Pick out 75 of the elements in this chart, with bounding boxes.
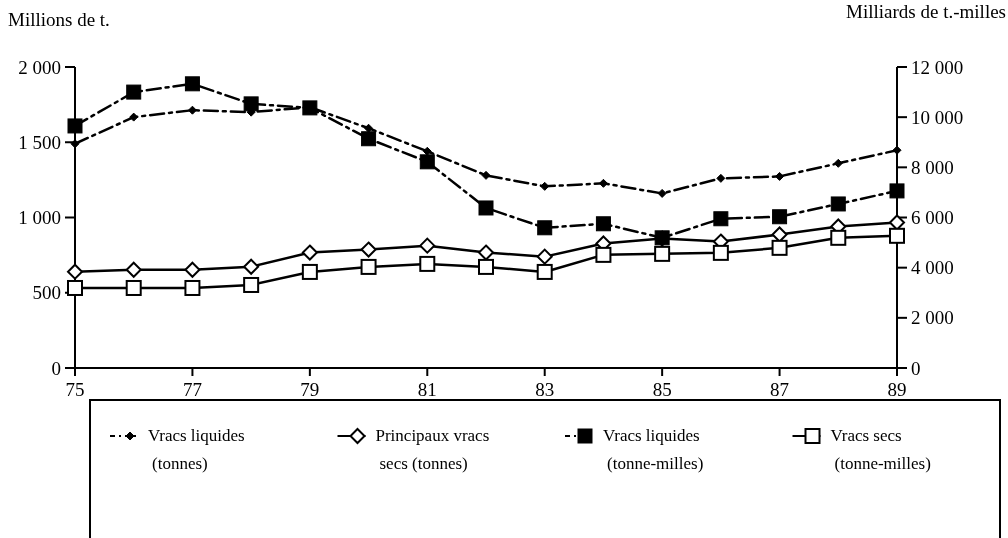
point: [657, 188, 667, 198]
point: [184, 76, 200, 92]
y2-tick-label: 10 000: [911, 106, 964, 128]
y2-tick-label: 6 000: [911, 207, 954, 229]
y-axis-title: Millions de t.: [8, 9, 110, 30]
legend-label: Vracs liquides (tonne-milles): [603, 426, 704, 473]
point: [125, 261, 142, 278]
point: [772, 209, 788, 225]
y-tick-label: 0: [51, 357, 61, 379]
point: [713, 211, 729, 227]
y2-axis-title: Milliards de t.-milles: [846, 1, 1006, 22]
point: [126, 84, 142, 100]
legend-label: Vracs liquides (tonnes): [148, 426, 245, 473]
point: [125, 279, 142, 296]
x-tick-label: 79: [300, 379, 320, 400]
point: [478, 244, 494, 261]
x-tick-label: 83: [535, 379, 555, 400]
y-tick-label: 1 000: [18, 207, 61, 229]
point: [537, 220, 553, 236]
x-tick-label: 87: [770, 379, 790, 400]
point: [478, 258, 494, 275]
point: [301, 263, 318, 280]
point: [540, 181, 550, 191]
point: [184, 261, 201, 278]
point: [889, 183, 905, 199]
point: [360, 241, 377, 258]
y2-tick-label: 2 000: [911, 307, 954, 329]
point: [595, 216, 611, 232]
point: [478, 200, 494, 216]
y2-tick-label: 8 000: [911, 156, 954, 178]
x-tick-label: 75: [65, 379, 85, 400]
x-tick-label: 89: [887, 379, 907, 400]
point: [302, 100, 318, 116]
point: [243, 258, 260, 275]
point: [771, 239, 788, 256]
point: [422, 146, 432, 156]
point: [830, 229, 847, 246]
point: [889, 227, 905, 244]
point: [67, 118, 83, 134]
point: [536, 248, 553, 265]
y2-tick-label: 12 000: [911, 56, 964, 78]
legend-label: Vracs secs (tonne-milles): [830, 426, 931, 473]
point: [536, 263, 553, 280]
point: [67, 263, 83, 280]
y-tick-label: 500: [32, 282, 61, 304]
point: [481, 170, 491, 180]
point: [129, 112, 139, 122]
point: [830, 196, 846, 212]
point: [243, 96, 259, 112]
point: [301, 244, 318, 261]
point: [67, 279, 83, 296]
point: [598, 178, 608, 188]
y2-tick-label: 0: [911, 357, 921, 379]
y-tick-label: 1 500: [18, 131, 61, 153]
x-tick-label: 81: [417, 379, 437, 400]
y2-tick-label: 4 000: [911, 257, 954, 279]
point: [595, 246, 612, 263]
point: [654, 245, 671, 262]
point: [184, 279, 201, 296]
point: [419, 237, 436, 254]
point: [364, 123, 374, 133]
point: [243, 276, 260, 293]
point: [360, 258, 377, 275]
point: [712, 244, 729, 261]
y-tick-label: 2 000: [18, 56, 61, 78]
x-tick-label: 77: [182, 379, 202, 400]
point: [716, 173, 726, 183]
point: [361, 131, 377, 147]
point: [419, 154, 435, 170]
legend-label: Principaux vracs secs (tonnes): [375, 426, 490, 473]
point: [187, 105, 197, 115]
point: [419, 255, 436, 272]
point: [775, 171, 785, 181]
point: [833, 158, 843, 168]
x-tick-label: 85: [652, 379, 672, 400]
